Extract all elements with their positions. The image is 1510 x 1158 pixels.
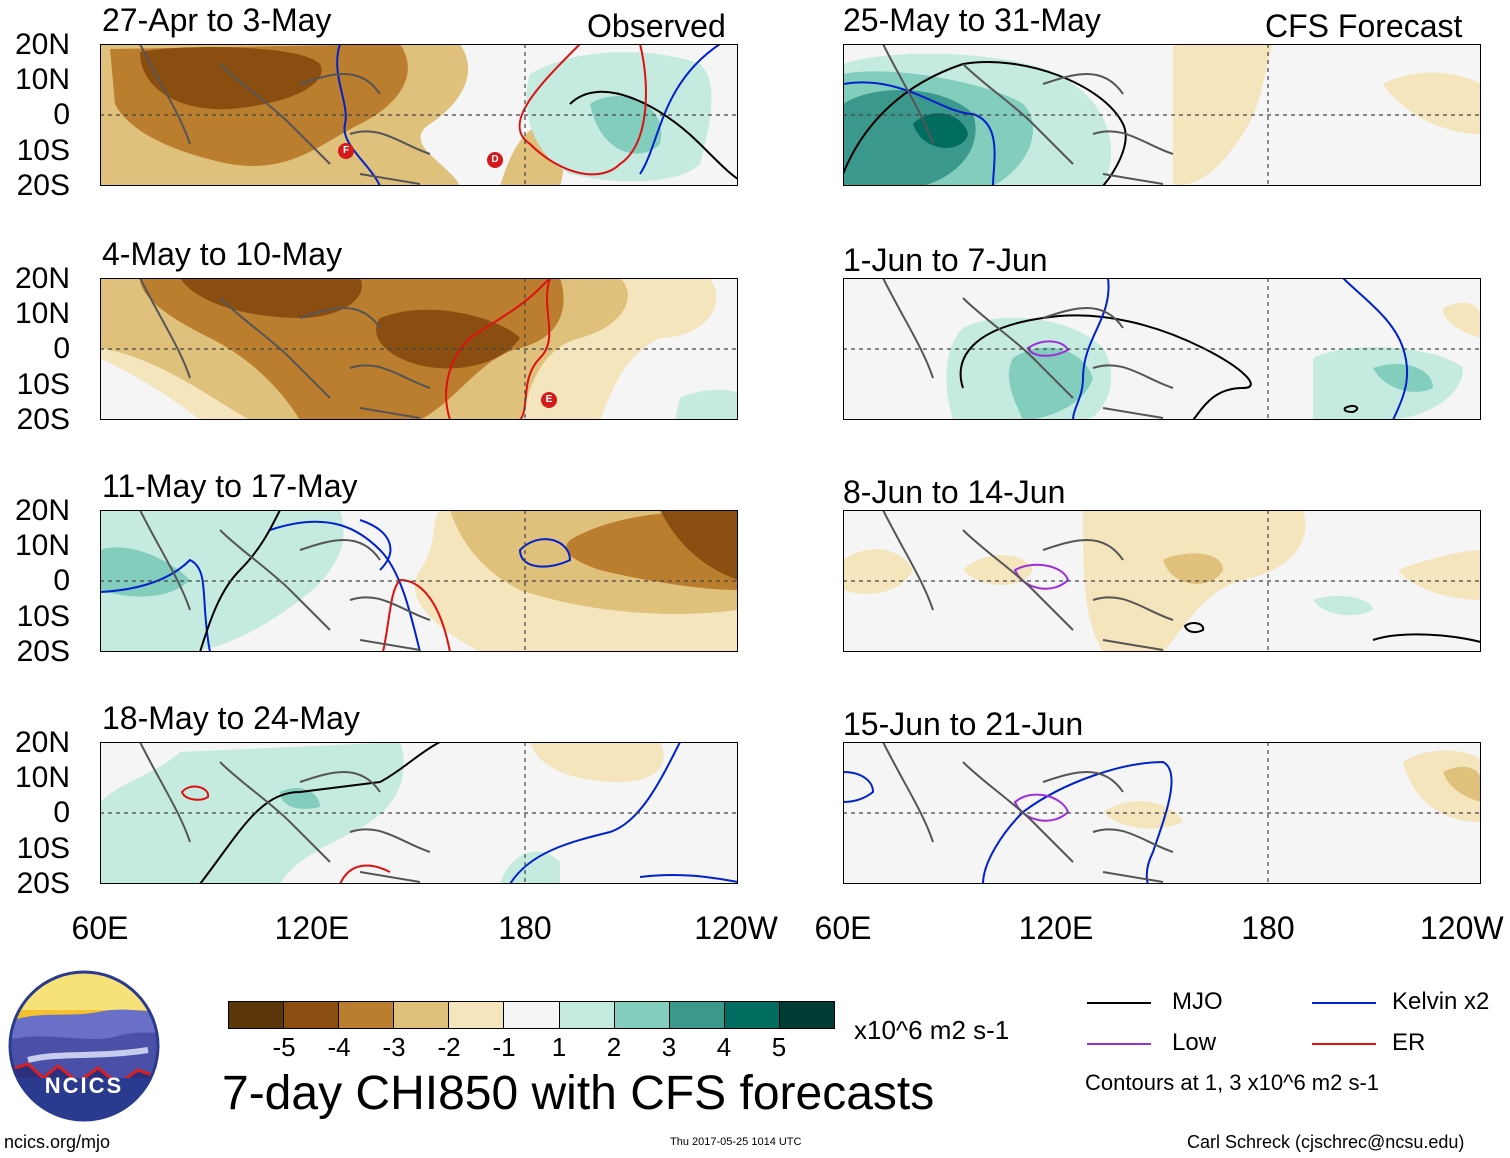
legend-swatch-low xyxy=(1087,1043,1151,1045)
colorbar-swatch xyxy=(449,1002,505,1028)
cfs-forecast-label: CFS Forecast xyxy=(1265,8,1463,44)
map-panel-r4 xyxy=(843,742,1481,884)
legend-swatch-kelvin xyxy=(1312,1002,1376,1004)
legend-label-kelvin: Kelvin x2 xyxy=(1392,988,1490,1015)
legend-swatch-er xyxy=(1312,1043,1376,1045)
map-panel-l3 xyxy=(100,510,738,652)
ncics-logo xyxy=(8,970,160,1122)
colorbar-tick: 1 xyxy=(551,1032,567,1062)
panel-title-r4: 15-Jun to 21-Jun xyxy=(843,706,1084,742)
panel-title-l4: 18-May to 24-May xyxy=(102,700,360,736)
lat-label: 20S xyxy=(16,867,70,900)
lat-label: 20S xyxy=(16,403,70,436)
lat-label: 10N xyxy=(14,297,70,330)
colorbar-swatch xyxy=(779,1002,835,1028)
map-panel-r3 xyxy=(843,510,1481,652)
storm-marker-d: D xyxy=(487,152,503,168)
observed-label: Observed xyxy=(587,8,726,44)
lon-label-right: 180 xyxy=(1241,910,1295,946)
panel-title-l3: 11-May to 17-May xyxy=(102,468,358,504)
map-panel-r1 xyxy=(843,44,1481,186)
lat-label: 0 xyxy=(53,332,70,365)
colorbar xyxy=(228,1001,835,1029)
ncics-logo-text: NCICS xyxy=(44,1073,124,1098)
lat-label: 10S xyxy=(16,600,70,633)
colorbar-tick: -2 xyxy=(437,1032,461,1062)
footer-timestamp: Thu 2017-05-25 1014 UTC xyxy=(670,1136,802,1148)
lat-label: 0 xyxy=(53,98,70,131)
legend-label-er: ER xyxy=(1392,1029,1426,1056)
map-panel-r2 xyxy=(843,278,1481,420)
lat-label: 20N xyxy=(14,726,70,759)
lon-label-right: 120W xyxy=(1420,912,1504,944)
colorbar-swatch xyxy=(614,1002,670,1028)
map-panel-l4 xyxy=(100,742,738,884)
colorbar-tick: 3 xyxy=(661,1032,677,1062)
colorbar-tick: 5 xyxy=(771,1032,787,1062)
lon-label-left: 120W xyxy=(694,910,778,946)
colorbar-swatch xyxy=(394,1002,450,1028)
map-panel-l2 xyxy=(100,278,738,420)
panel-title-r3: 8-Jun to 14-Jun xyxy=(843,474,1066,510)
lon-label-right: 120E xyxy=(1018,910,1094,946)
figure-title: 7-day CHI850 with CFS forecasts xyxy=(222,1067,935,1120)
colorbar-swatch xyxy=(559,1002,615,1028)
panel-title-r1: 25-May to 31-May xyxy=(843,2,1101,38)
map-panel-l1 xyxy=(100,44,738,186)
colorbar-tick: -1 xyxy=(492,1032,516,1062)
lat-label: 10N xyxy=(14,63,70,96)
lon-label-left: 180 xyxy=(498,910,552,946)
colorbar-tick: -5 xyxy=(272,1032,296,1062)
lat-label: 10N xyxy=(14,761,70,794)
colorbar-swatch xyxy=(504,1002,560,1028)
legend-label-low: Low xyxy=(1172,1029,1217,1056)
lat-label: 0 xyxy=(53,796,70,829)
colorbar-swatch xyxy=(669,1002,725,1028)
colorbar-swatch xyxy=(284,1002,340,1028)
colorbar-swatch xyxy=(229,1002,285,1028)
colorbar-units: x10^6 m2 s-1 xyxy=(854,1015,1010,1045)
lat-label: 10S xyxy=(16,832,70,865)
colorbar-swatch xyxy=(339,1002,395,1028)
lon-label-left: 120E xyxy=(274,910,350,946)
lon-label-left: 60E xyxy=(71,910,129,946)
storm-marker-e: E xyxy=(541,392,557,408)
storm-marker-f: F xyxy=(338,143,354,159)
footer-credit: Carl Schreck (cjschrec@ncsu.edu) xyxy=(1187,1132,1465,1152)
lat-label: 10S xyxy=(16,134,70,167)
panel-title-l1: 27-Apr to 3-May xyxy=(102,2,332,38)
colorbar-tick: 4 xyxy=(716,1032,732,1062)
lat-label: 20N xyxy=(14,262,70,295)
lat-label: 10N xyxy=(14,529,70,562)
lat-label: 10S xyxy=(16,368,70,401)
footer-url[interactable]: ncics.org/mjo xyxy=(4,1132,111,1152)
legend-label-mjo: MJO xyxy=(1172,988,1223,1015)
colorbar-tick: 2 xyxy=(606,1032,622,1062)
lat-label: 0 xyxy=(53,564,70,597)
panel-title-l2: 4-May to 10-May xyxy=(102,236,343,272)
legend-note: Contours at 1, 3 x10^6 m2 s-1 xyxy=(1085,1070,1380,1095)
panel-title-r2: 1-Jun to 7-Jun xyxy=(843,242,1048,278)
lat-label: 20S xyxy=(16,635,70,668)
colorbar-tick: -4 xyxy=(327,1032,351,1062)
colorbar-swatch xyxy=(724,1002,780,1028)
lat-label: 20N xyxy=(14,28,70,61)
lat-label: 20S xyxy=(16,169,70,202)
lat-label: 20N xyxy=(14,494,70,527)
lon-label-right: 60E xyxy=(814,910,872,946)
colorbar-tick: -3 xyxy=(382,1032,406,1062)
legend-swatch-mjo xyxy=(1087,1002,1151,1004)
